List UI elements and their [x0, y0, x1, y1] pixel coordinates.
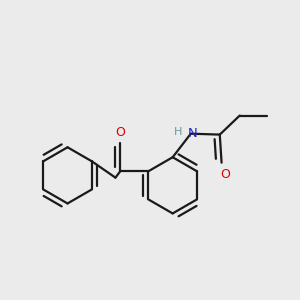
Text: O: O — [115, 126, 125, 139]
Text: O: O — [220, 168, 230, 181]
Text: N: N — [188, 127, 197, 140]
Text: H: H — [174, 127, 183, 137]
